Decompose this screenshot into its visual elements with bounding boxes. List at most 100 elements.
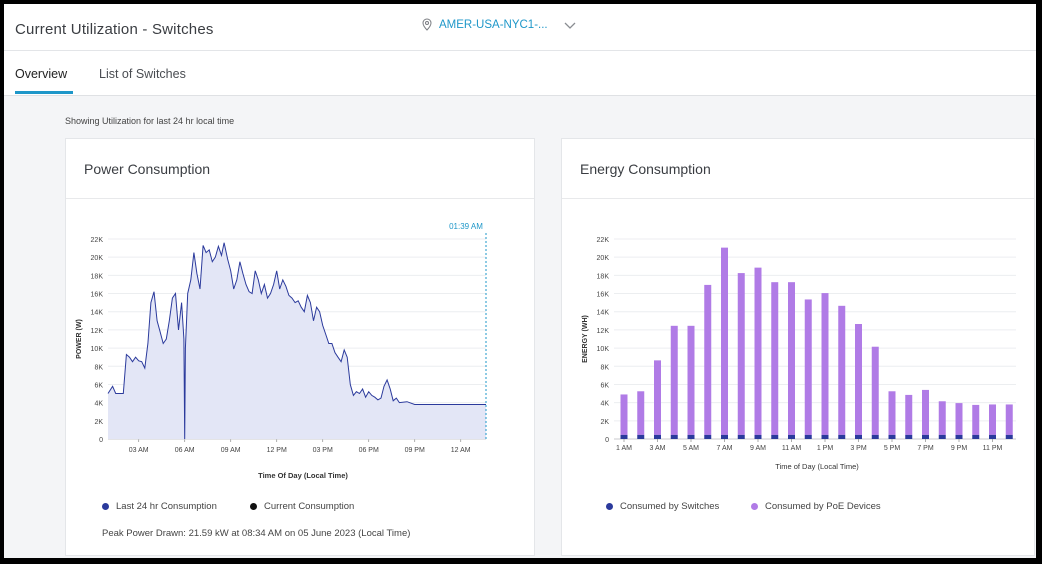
x-tick-label: 09 PM xyxy=(405,447,425,454)
tab-bar: Overview List of Switches xyxy=(4,51,1036,96)
y-tick-label: 2K xyxy=(600,419,609,426)
legend-label: Last 24 hr Consumption xyxy=(116,501,217,512)
x-tick-label: 11 PM xyxy=(983,445,1003,452)
y-tick-label: 2K xyxy=(94,419,103,426)
x-tick-label: 3 PM xyxy=(850,445,867,452)
bar-switches xyxy=(888,434,896,439)
x-tick-label: 3 AM xyxy=(650,445,666,452)
y-tick-label: 18K xyxy=(597,273,610,280)
bar-switches xyxy=(654,434,661,439)
energy-legend-switches: Consumed by Switches xyxy=(606,501,719,512)
y-tick-label: 6K xyxy=(600,382,609,389)
current-time-label: 01:39 AM xyxy=(449,222,483,231)
series-area-last-24hr xyxy=(108,242,486,439)
bar-poe-devices xyxy=(1005,404,1013,435)
chevron-down-icon[interactable] xyxy=(563,20,577,30)
bar-switches xyxy=(620,434,628,439)
y-tick-label: 6K xyxy=(94,382,103,389)
tab-overview[interactable]: Overview xyxy=(15,67,68,81)
x-tick-label: 06 PM xyxy=(359,447,379,454)
app-window: Current Utilization - Switches AMER-USA-… xyxy=(4,4,1036,558)
bar-switches xyxy=(670,434,678,439)
bar-poe-devices xyxy=(955,403,963,435)
x-tick-label: 11 AM xyxy=(782,445,801,452)
bar-poe-devices xyxy=(670,325,678,435)
bar-poe-devices xyxy=(771,282,779,435)
x-axis-label: Time Of Day (Local Time) xyxy=(258,471,348,480)
bar-poe-devices xyxy=(788,282,795,435)
bar-switches xyxy=(704,434,712,439)
series-line-last-24hr xyxy=(107,242,486,440)
power-chart: 0 2K 4K 6K 8K 10K 12K 14K 16K 18K 20K 22K 03 AM 06 AM… xyxy=(76,222,487,480)
y-tick-label: 20K xyxy=(91,255,104,262)
peak-power-text: Peak Power Drawn: 21.59 kW at 08:34 AM o… xyxy=(102,528,411,539)
x-tick-label: 06 AM xyxy=(175,447,195,454)
y-tick-label: 8K xyxy=(94,364,103,371)
bar-poe-devices xyxy=(737,273,745,435)
bar-switches xyxy=(771,434,779,439)
x-tick-label: 03 PM xyxy=(313,447,333,454)
x-tick-label: 7 AM xyxy=(717,445,733,452)
bar-poe-devices xyxy=(838,305,846,435)
y-tick-label: 18K xyxy=(91,273,104,280)
page-header: Current Utilization - Switches AMER-USA-… xyxy=(4,4,1036,51)
bar-poe-devices xyxy=(654,360,661,435)
y-tick-label: 16K xyxy=(597,292,610,299)
bar-poe-devices xyxy=(687,325,695,435)
bar-poe-devices xyxy=(905,394,913,435)
bar-poe-devices xyxy=(754,267,762,435)
location-name: AMER-USA-NYC1-... xyxy=(439,18,548,31)
bar-poe-devices xyxy=(721,247,728,435)
tab-list-of-switches[interactable]: List of Switches xyxy=(99,67,186,81)
energy-chart: 0 2K 4K 6K 8K 10K 12K 14K 16K 18K 20K 22K 1 AM 3 AM 5 … xyxy=(582,237,1016,471)
y-tick-label: 0 xyxy=(99,437,103,444)
legend-dot xyxy=(606,503,613,510)
legend-dot xyxy=(751,503,758,510)
legend-label: Consumed by PoE Devices xyxy=(765,501,881,512)
bar-poe-devices xyxy=(972,404,980,435)
bar-switches xyxy=(938,434,946,439)
y-tick-label: 4K xyxy=(600,401,609,408)
power-card-title: Power Consumption xyxy=(84,161,211,177)
x-tick-label: 09 AM xyxy=(221,447,241,454)
bar-switches xyxy=(972,434,980,439)
x-axis-label: Time of Day (Local Time) xyxy=(775,462,859,471)
bar-poe-devices xyxy=(821,293,829,435)
bar-switches xyxy=(838,434,846,439)
power-consumption-card: Power Consumption 0 2K 4K 6K 8K 10K 12K 14K 16K 1… xyxy=(65,138,535,556)
bar-switches xyxy=(1005,434,1013,439)
y-tick-label: 8K xyxy=(600,364,609,371)
x-tick-label: 9 PM xyxy=(951,445,968,452)
bar-switches xyxy=(804,434,812,439)
bar-switches xyxy=(821,434,829,439)
energy-legend-poe: Consumed by PoE Devices xyxy=(751,501,881,512)
bar-switches xyxy=(637,434,645,439)
x-tick-label: 03 AM xyxy=(129,447,149,454)
y-axis-label: ENERGY (WH) xyxy=(582,315,589,363)
bar-poe-devices xyxy=(804,299,812,435)
bar-poe-devices xyxy=(637,391,645,435)
x-tick-label: 1 PM xyxy=(817,445,834,452)
legend-dot xyxy=(250,503,257,510)
y-tick-label: 12K xyxy=(91,328,104,335)
card-divider xyxy=(66,198,534,199)
bar-poe-devices xyxy=(938,401,946,435)
bar-switches xyxy=(922,434,929,439)
y-axis-label: POWER (W) xyxy=(76,319,83,359)
legend-dot xyxy=(102,503,109,510)
y-tick-label: 12K xyxy=(597,328,610,335)
y-tick-label: 20K xyxy=(597,255,610,262)
y-tick-label: 16K xyxy=(91,292,104,299)
x-tick-label: 5 AM xyxy=(683,445,699,452)
bar-switches xyxy=(754,434,762,439)
x-tick-label: 1 AM xyxy=(616,445,632,452)
bar-poe-devices xyxy=(871,346,879,435)
bar-poe-devices xyxy=(704,284,712,435)
y-tick-label: 10K xyxy=(91,346,104,353)
y-tick-label: 10K xyxy=(597,346,610,353)
legend-label: Current Consumption xyxy=(264,501,355,512)
x-tick-label: 7 PM xyxy=(917,445,934,452)
location-selector[interactable]: AMER-USA-NYC1-... xyxy=(422,18,577,31)
bar-switches xyxy=(871,434,879,439)
utilization-range-note: Showing Utilization for last 24 hr local… xyxy=(65,116,235,126)
